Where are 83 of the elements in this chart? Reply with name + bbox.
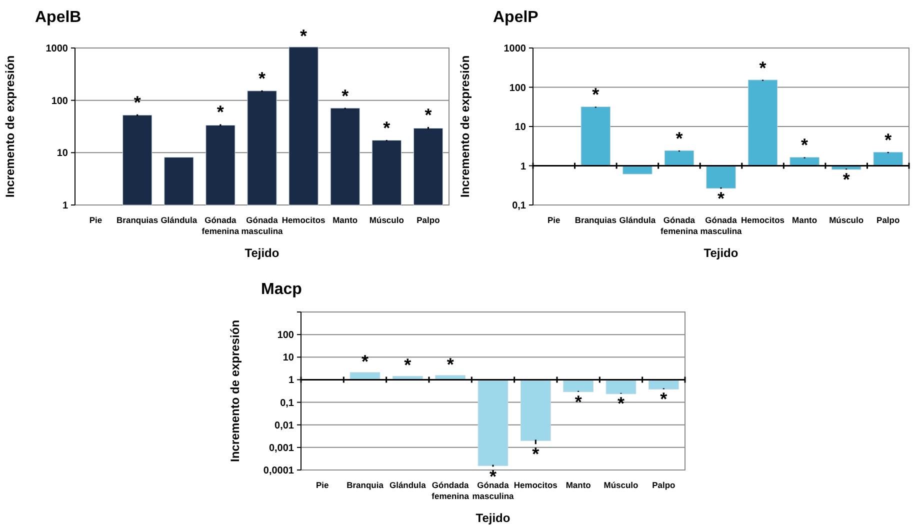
x-tick-label: Pie	[316, 480, 329, 490]
annotation: *	[446, 354, 454, 374]
x-tick-label: Palpo	[876, 215, 900, 225]
x-tick-label: Góndada femenina	[432, 480, 470, 501]
y-tick-label: 1	[288, 375, 294, 386]
x-tick-label: Gónada femenina	[660, 215, 698, 236]
y-tick-label: 1000	[46, 44, 68, 54]
x-tick-label: Glándula	[389, 480, 426, 490]
x-tick-label: Pie	[548, 215, 561, 225]
x-tick-label: Branquia	[346, 480, 384, 490]
annotation: *	[717, 188, 725, 209]
bar	[873, 152, 903, 166]
bar	[350, 372, 380, 380]
y-tick-label: 0,0001	[263, 466, 294, 476]
y-tick-label: 0,1	[512, 200, 526, 212]
y-tick-label: 10	[282, 352, 294, 364]
annotation: *	[404, 355, 412, 376]
x-tick-label: Gónada masculina	[241, 215, 284, 236]
y-tick-label: 100	[51, 96, 68, 107]
y-tick-label: 1	[520, 161, 526, 172]
y-tick-label: 10	[56, 148, 68, 160]
x-tick-label: Branquias	[116, 215, 158, 225]
y-tick-label: 0,001	[268, 442, 294, 454]
annotation: *	[592, 84, 600, 105]
chart-title: ApelP	[493, 9, 539, 26]
annotation: *	[300, 26, 308, 46]
x-tick-label: Pie	[89, 215, 102, 225]
x-tick-label: Músculo	[829, 215, 864, 225]
bar	[606, 379, 636, 394]
x-tick-label: Gónada masculina	[472, 480, 514, 501]
x-tick-label: Hemocitos	[741, 215, 785, 225]
y-tick-label: 0,1	[280, 398, 294, 409]
x-tick-label: Hemocitos	[282, 215, 326, 225]
x-tick-label: Palpo	[416, 215, 440, 225]
x-axis-title: Tejido	[476, 511, 510, 525]
chart-title: Macp	[261, 281, 302, 298]
annotation: *	[258, 68, 266, 88]
y-tick-label: 1000	[504, 44, 526, 54]
annotation: *	[884, 130, 892, 150]
bar	[520, 379, 551, 441]
x-tick-label: Manto	[332, 215, 358, 225]
annotation: *	[383, 118, 390, 138]
annotation: *	[801, 135, 808, 156]
annotation: *	[342, 86, 349, 106]
annotation: *	[361, 351, 369, 372]
annotation: *	[134, 92, 141, 112]
annotation: *	[842, 170, 850, 190]
y-tick-label: 0,01	[274, 420, 294, 432]
y-axis-title: Incremento de expresión	[458, 55, 472, 198]
y-tick-label: 10	[514, 122, 526, 133]
y-tick-label: 100	[277, 330, 294, 342]
annotation: *	[617, 394, 625, 414]
x-tick-label: Gónada masculina	[700, 215, 742, 236]
y-axis-title: Incremento de expresión	[3, 55, 17, 198]
bar	[664, 150, 694, 166]
x-tick-label: Glándula	[160, 215, 198, 225]
x-tick-label: Gónada femenina	[202, 215, 240, 236]
x-tick-label: Branquias	[574, 215, 617, 225]
x-tick-label: Hemocitos	[514, 480, 558, 490]
x-tick-label: Manto	[566, 480, 591, 490]
x-tick-label: Manto	[792, 215, 818, 225]
x-axis-title: Tejido	[704, 246, 738, 260]
annotation: *	[676, 128, 683, 148]
chart-title: ApelB	[35, 9, 82, 26]
annotation: *	[424, 104, 432, 125]
y-axis-title: Incremento de expresión	[228, 320, 242, 462]
x-axis-title: Tejido	[244, 246, 280, 260]
x-tick-label: Palpo	[652, 480, 676, 490]
bar	[748, 80, 778, 166]
annotation: *	[759, 58, 766, 78]
annotation: *	[216, 102, 224, 122]
y-tick-label: 1	[62, 200, 68, 212]
bar	[563, 379, 594, 392]
y-tick-label: 100	[509, 82, 526, 94]
annotation: *	[532, 444, 540, 464]
bar	[706, 166, 736, 189]
x-tick-label: Glándula	[619, 215, 656, 225]
bar	[580, 106, 611, 166]
x-tick-label: Músculo	[604, 480, 638, 490]
bar	[478, 379, 508, 466]
annotation: *	[574, 392, 582, 412]
x-tick-label: Músculo	[369, 215, 404, 225]
annotation: *	[660, 389, 668, 410]
